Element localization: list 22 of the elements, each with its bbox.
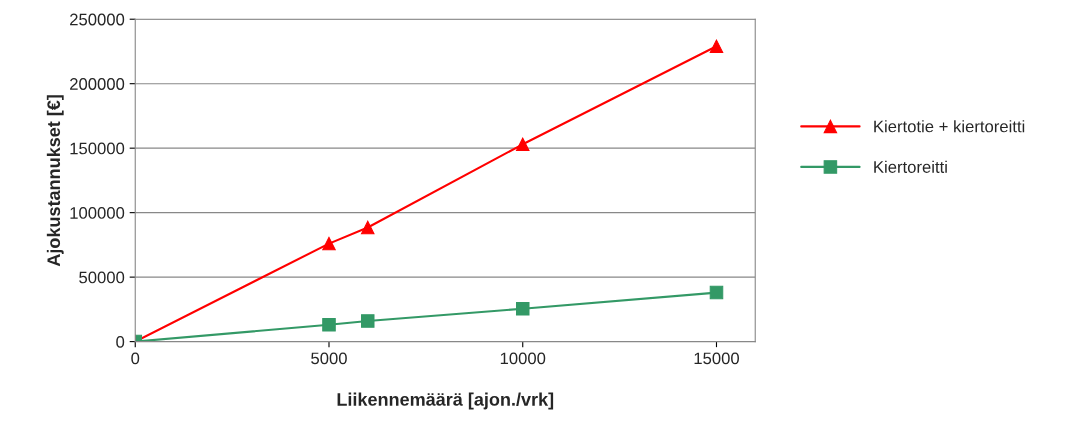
x-tick-label: 15000 (694, 352, 740, 365)
x-tick-label: 5000 (311, 352, 347, 365)
point (360, 314, 375, 328)
y-tick-label: 150000 (70, 142, 125, 155)
point (322, 236, 336, 251)
point (322, 318, 336, 332)
y-tick-label: 250000 (70, 13, 125, 26)
point (515, 137, 530, 152)
y-axis-title: Ajokustannukset [€] (46, 95, 64, 267)
legend-label: Kiertotie + kiertoreitti (874, 120, 1025, 133)
legend-label: Kiertoreitti (874, 160, 947, 173)
y-tick-label: 50000 (79, 271, 125, 284)
y-tick-label: 0 (116, 336, 125, 348)
point (709, 285, 724, 300)
x-axis-title: Liikennemäärä [ajon./vrk] (337, 392, 554, 410)
y-tick-label: 100000 (70, 207, 125, 219)
x-tick-label: 10000 (500, 352, 546, 365)
x-tick-label: 0 (131, 352, 140, 365)
point (709, 39, 724, 54)
point (360, 220, 375, 235)
y-tick-label: 200000 (70, 78, 125, 90)
point (515, 301, 530, 316)
